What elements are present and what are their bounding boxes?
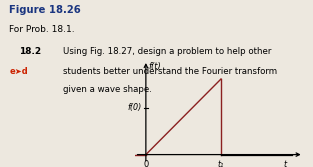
Text: f(0): f(0) bbox=[128, 103, 142, 112]
Text: For Prob. 18.1.: For Prob. 18.1. bbox=[9, 25, 75, 34]
Text: t₁: t₁ bbox=[218, 160, 224, 167]
Text: Using Fig. 18.27, design a problem to help other: Using Fig. 18.27, design a problem to he… bbox=[63, 47, 271, 56]
Text: t: t bbox=[283, 160, 286, 167]
Text: Figure 18.26: Figure 18.26 bbox=[9, 5, 81, 15]
Text: 0: 0 bbox=[143, 160, 148, 167]
Text: e➤d: e➤d bbox=[9, 67, 28, 76]
Text: students better understand the Fourier transform: students better understand the Fourier t… bbox=[63, 67, 277, 76]
Text: 18.2: 18.2 bbox=[19, 47, 41, 56]
Text: f(t): f(t) bbox=[149, 62, 162, 71]
Text: given a wave shape.: given a wave shape. bbox=[63, 85, 151, 94]
